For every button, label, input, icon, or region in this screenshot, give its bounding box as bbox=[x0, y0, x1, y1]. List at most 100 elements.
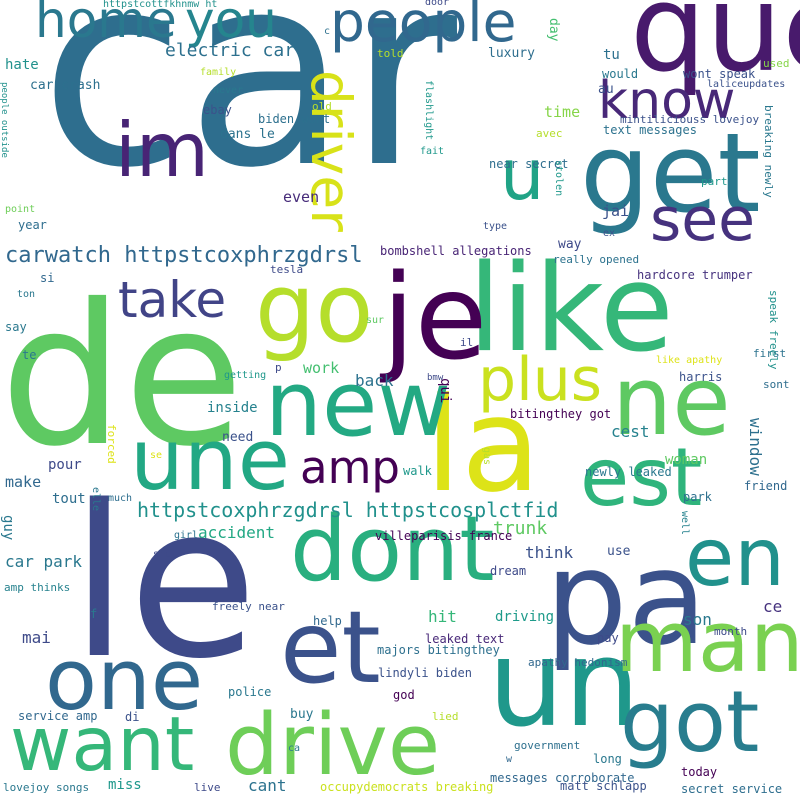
word-35: electric car bbox=[165, 40, 296, 61]
word-47: back bbox=[355, 371, 394, 390]
word-112: occupydemocrats breaking bbox=[320, 780, 494, 794]
word-15: un bbox=[488, 615, 641, 754]
word-103: wont speak bbox=[683, 67, 756, 81]
word-119: first bbox=[753, 347, 787, 360]
word-45: ce bbox=[763, 597, 783, 616]
word-100: newly leaked bbox=[585, 465, 672, 479]
word-5: like bbox=[468, 240, 674, 379]
word-153: breaking newly bbox=[762, 105, 775, 198]
word-123: people outside bbox=[0, 82, 9, 158]
word-10: new bbox=[265, 352, 452, 457]
word-109: matt schlapp bbox=[560, 779, 647, 793]
word-9: im bbox=[115, 106, 209, 194]
word-72: buy bbox=[290, 707, 314, 722]
word-135: ex bbox=[603, 228, 616, 239]
word-2: le bbox=[70, 460, 258, 705]
word-19: want bbox=[10, 700, 195, 788]
word-124: httpstcottfkhnmw ht bbox=[103, 0, 218, 10]
word-49: make bbox=[5, 473, 42, 491]
word-146: ca bbox=[288, 743, 301, 754]
word-20: drive bbox=[225, 696, 441, 795]
word-84: te bbox=[22, 348, 37, 362]
word-33: driver bbox=[299, 70, 363, 232]
word-152: stolen bbox=[553, 160, 564, 197]
word-122: bmw bbox=[427, 373, 444, 383]
word-86: di bbox=[125, 710, 140, 724]
word-148: w bbox=[506, 754, 513, 765]
word-126: family bbox=[200, 67, 237, 78]
word-94: tesla bbox=[270, 263, 304, 276]
word-41: mai bbox=[22, 628, 51, 647]
word-143: much bbox=[108, 493, 133, 504]
word-81: walk bbox=[403, 464, 432, 478]
word-158: well bbox=[679, 511, 690, 536]
word-151: flashlight bbox=[423, 80, 434, 141]
word-46: cest bbox=[611, 422, 650, 441]
word-66: au bbox=[598, 82, 614, 97]
word-117: freely near bbox=[212, 600, 285, 613]
word-8: get bbox=[580, 109, 761, 237]
word-98: lindyli biden bbox=[378, 666, 472, 680]
word-60: guy bbox=[0, 515, 16, 541]
word-3: que bbox=[630, 0, 800, 99]
word-115: lovejoy songs bbox=[3, 781, 90, 794]
word-23: en bbox=[685, 511, 785, 604]
word-121: month bbox=[714, 625, 748, 638]
word-16: dont bbox=[290, 497, 495, 602]
word-101: near secret bbox=[489, 157, 569, 171]
word-48: work bbox=[303, 359, 340, 377]
word-34: carwatch httpstcoxphrzgdrsl bbox=[5, 243, 363, 268]
word-129: fait bbox=[420, 146, 445, 157]
word-108: apathy hedonism bbox=[528, 656, 628, 669]
word-63: inside bbox=[207, 400, 258, 416]
word-43: driving bbox=[495, 609, 555, 625]
word-69: luxury bbox=[488, 46, 535, 61]
word-44: son bbox=[683, 610, 712, 629]
word-144: girl bbox=[174, 530, 199, 541]
word-26: you bbox=[185, 0, 277, 49]
word-89: police bbox=[228, 685, 272, 699]
word-30: take bbox=[118, 271, 227, 329]
word-29: u bbox=[500, 134, 545, 216]
word-78: harris bbox=[679, 370, 723, 384]
word-154: speak freely bbox=[767, 290, 780, 370]
word-31: plus bbox=[478, 345, 603, 415]
word-24: people bbox=[330, 0, 517, 54]
word-128: old bbox=[312, 100, 332, 113]
word-142: se bbox=[150, 450, 163, 461]
word-65: way bbox=[558, 237, 582, 252]
word-7: je bbox=[382, 248, 488, 386]
word-105: hardcore trumper bbox=[637, 268, 753, 282]
word-52: time bbox=[544, 103, 581, 121]
word-92: biden wont bbox=[258, 112, 331, 126]
word-22: got bbox=[620, 673, 760, 772]
word-25: home bbox=[35, 0, 177, 49]
word-125: told bbox=[377, 47, 404, 60]
word-90: dans le bbox=[220, 127, 275, 142]
word-116: amp thinks bbox=[4, 581, 71, 594]
word-12: ne bbox=[612, 347, 731, 457]
word-149: door bbox=[425, 0, 450, 8]
word-91: ebay bbox=[203, 103, 232, 117]
word-99: bitingthey got bbox=[510, 407, 612, 421]
word-155: forced bbox=[105, 424, 118, 464]
word-62: even bbox=[283, 188, 320, 206]
word-56: woman bbox=[665, 452, 708, 468]
word-140: il bbox=[460, 336, 474, 349]
word-113: government bbox=[514, 739, 581, 752]
word-0: car bbox=[40, 0, 458, 226]
word-134: type bbox=[483, 221, 508, 232]
word-61: year bbox=[18, 218, 47, 232]
word-110: messages corroborate bbox=[490, 771, 635, 785]
word-76: long bbox=[593, 752, 622, 766]
word-59: use bbox=[607, 544, 631, 559]
word-36: httpstcoxphrzgdrsl httpstcosplctfid bbox=[137, 498, 559, 522]
word-139: p bbox=[275, 361, 282, 374]
word-51: tout bbox=[52, 491, 86, 507]
word-137: sur bbox=[366, 315, 385, 326]
word-71: dream bbox=[490, 564, 527, 578]
word-39: think bbox=[525, 543, 574, 562]
word-28: see bbox=[650, 185, 756, 255]
word-95: villeparisis france bbox=[375, 529, 513, 543]
word-87: live bbox=[194, 781, 221, 794]
